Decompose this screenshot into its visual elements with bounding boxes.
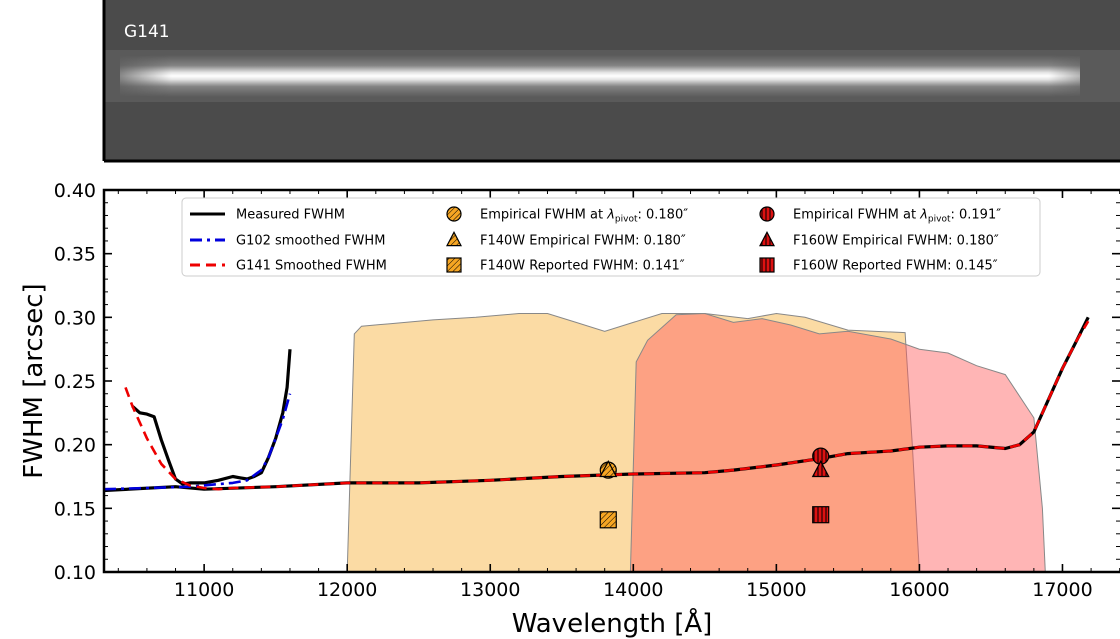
x-tick-label-16000: 16000 bbox=[889, 579, 949, 601]
legend-f140w-label-1: F140W Empirical FWHM: 0.180″ bbox=[480, 234, 686, 249]
y-tick-label-5: 0.35 bbox=[54, 244, 96, 266]
marker-triangle-1 bbox=[599, 460, 618, 478]
spectrum-panel-label: G141 bbox=[124, 22, 170, 42]
legend-box bbox=[181, 197, 1041, 277]
legend-label-0: Measured FWHM bbox=[236, 208, 345, 223]
plot-frame bbox=[102, 188, 1120, 574]
series-line-measured-fwhm-0 bbox=[131, 349, 292, 486]
y-tick-label-3: 0.25 bbox=[54, 371, 96, 393]
filter-curve-f140w bbox=[346, 312, 920, 572]
spectrum-panel: G141 bbox=[102, 0, 1120, 163]
legend-f140w-marker-0 bbox=[446, 206, 462, 222]
x-tick-label-11000: 11000 bbox=[174, 579, 234, 601]
fwhm-plot: 11000 12000 13000 14000 15000 16000 17000 0.10 0… bbox=[19, 180, 1120, 639]
marker-circle-3 bbox=[812, 447, 830, 465]
y-tick-label-2: 0.20 bbox=[54, 435, 96, 457]
x-tick-label-17000: 17000 bbox=[1032, 579, 1092, 601]
marker-square-2 bbox=[599, 511, 617, 529]
pivot-markers bbox=[599, 447, 830, 529]
x-tick-label-12000: 12000 bbox=[317, 579, 377, 601]
legend-f140w-label-2: F140W Reported FWHM: 0.141″ bbox=[480, 259, 685, 274]
series-line-g102-smoothed-fwhm-0 bbox=[104, 393, 292, 491]
legend-label-1: G102 smoothed FWHM bbox=[236, 234, 385, 249]
legend-f160w-marker-2 bbox=[759, 257, 775, 273]
marker-square-5 bbox=[812, 506, 830, 524]
y-tick-label-6: 0.40 bbox=[54, 180, 96, 202]
y-tick-label-4: 0.30 bbox=[54, 307, 96, 329]
legend-f140w-marker-1 bbox=[446, 231, 462, 247]
legend-f160w-marker-1 bbox=[759, 231, 775, 247]
x-tick-label-15000: 15000 bbox=[746, 579, 806, 601]
y-axis-label: FWHM [arcsec] bbox=[19, 283, 49, 478]
series-line-g141-smoothed-fwhm-0 bbox=[124, 320, 1090, 491]
legend-f160w-label-0: Empirical FWHM at λpivot: 0.191″ bbox=[793, 208, 1001, 225]
x-tick-label-13000: 13000 bbox=[460, 579, 520, 601]
legend-f160w-label-1: F160W Empirical FWHM: 0.180″ bbox=[793, 234, 999, 249]
y-tick-label-0: 0.10 bbox=[54, 562, 96, 584]
legend-f140w-marker-2 bbox=[446, 257, 462, 273]
filter-curve-f160w bbox=[629, 312, 1046, 572]
x-tick-label-14000: 14000 bbox=[603, 579, 663, 601]
marker-triangle-4 bbox=[811, 460, 830, 478]
legend-f160w-marker-0 bbox=[759, 206, 775, 222]
legend-f140w-label-0: Empirical FWHM at λpivot: 0.180″ bbox=[480, 208, 688, 225]
spectral-trace bbox=[120, 55, 1080, 97]
axis-ticks: 11000 12000 13000 14000 15000 16000 17000 0.10 0… bbox=[54, 180, 1120, 601]
legend-label-2: G141 Smoothed FWHM bbox=[236, 259, 387, 274]
y-tick-label-1: 0.15 bbox=[54, 498, 96, 520]
filter-throughput-fills bbox=[346, 312, 1046, 572]
legend: Measured FWHM G102 smoothed FWHM G141 Smoo… bbox=[181, 197, 1041, 277]
legend-f160w-label-2: F160W Reported FWHM: 0.145″ bbox=[793, 259, 998, 274]
x-axis-label: Wavelength [Å] bbox=[512, 607, 713, 639]
